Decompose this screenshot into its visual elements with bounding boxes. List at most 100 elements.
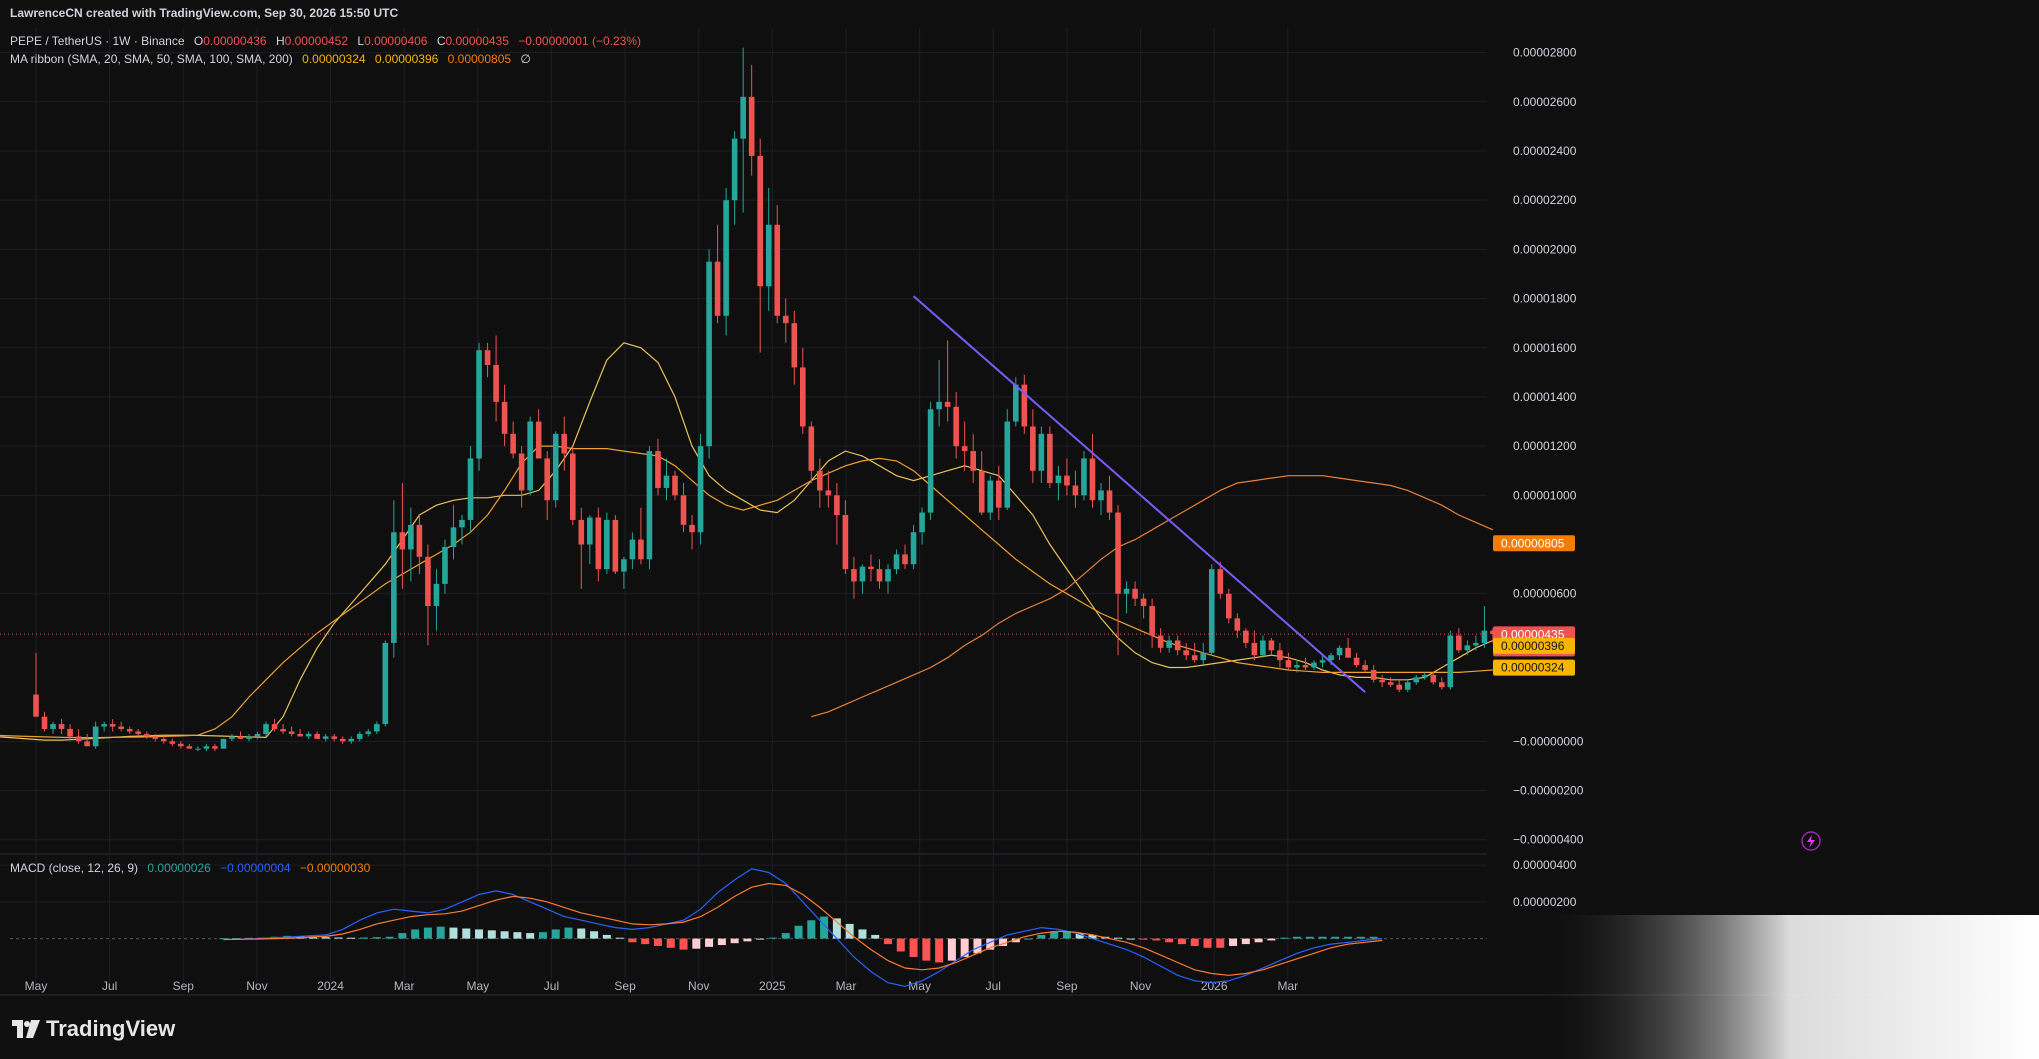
macd-histogram-bar [602,934,611,939]
candle-body [1285,660,1292,668]
macd-histogram-bar [372,937,381,939]
macd-histogram-bar [743,938,752,942]
candle-body [1404,682,1411,690]
price-label-tag [1493,659,1575,676]
candle-body [1098,490,1104,501]
macd-histogram-bar [615,937,624,939]
tradingview-logo-icon [12,1020,40,1038]
candle-body [893,554,900,570]
candle-body [126,729,133,732]
candle-body [101,724,107,727]
candle-body [552,433,559,501]
candle-body [109,724,116,727]
macd-histogram-bar [1165,938,1174,943]
candle-body [953,406,959,447]
macd-histogram-bar [768,937,777,939]
candle-body [1336,647,1343,656]
candle-body [638,539,644,560]
macd-histogram-bar [781,933,790,939]
x-tick-label: Nov [246,979,267,993]
macd-value-2: −0.00000004 [220,861,291,875]
candle-body [1277,650,1283,661]
candle-body [408,524,414,550]
candle-body [356,733,363,739]
ohlc-open: 0.00000436 [203,34,267,48]
ma-value-3: 0.00000805 [447,52,512,66]
candle-body [859,566,866,582]
macd-histogram-bar [321,937,330,939]
macd-y-tick-label: 0.00000400 [1513,858,1577,872]
macd-histogram-bar [360,937,369,939]
candle-body [706,261,712,447]
ma-ribbon-legend[interactable]: MA ribbon (SMA, 20, SMA, 50, SMA, 100, S… [10,52,531,66]
candle-body [578,519,585,545]
macd-histogram-bar [500,931,509,939]
macd-histogram-bar [1267,938,1276,941]
candle-body [1396,684,1402,690]
macd-histogram-bar [909,938,918,957]
candle-body [1081,458,1087,496]
symbol-name[interactable]: PEPE / TetherUS · 1W · Binance [10,34,185,48]
candle-body [544,458,550,501]
macd-histogram-bar [717,938,726,946]
x-tick-label: Nov [1130,979,1151,993]
macd-histogram-bar [526,933,535,939]
candle-body [944,401,951,407]
y-tick-label: 0.00002600 [1513,95,1577,109]
price-label-text: 0.00000435 [1501,627,1565,641]
candle-body [697,446,704,533]
macd-histogram-bar [1254,938,1263,943]
macd-histogram-bar [1075,933,1084,939]
macd-histogram-bar [999,938,1008,946]
candle-body [1064,475,1070,486]
candle-body [1208,569,1215,653]
candle-body [774,224,781,316]
y-tick-label: 0.00001400 [1513,390,1577,404]
candle-body [178,743,184,747]
macd-histogram-bar [666,938,675,948]
candle-body [1294,665,1300,668]
candle-body [740,96,746,139]
candle-body [84,741,90,747]
macd-histogram-bar [1062,931,1071,939]
macd-histogram-bar [347,937,356,939]
candle-body [450,527,457,547]
macd-histogram-bar [832,918,841,939]
macd-histogram-bar [334,937,343,939]
macd-histogram-bar [436,926,445,939]
candle-body [825,490,832,496]
candle-body [501,401,508,434]
macd-histogram-bar [820,916,829,939]
candle-body [195,748,201,750]
y-tick-label: 0.00002000 [1513,242,1577,256]
y-tick-label: −0.00000200 [1513,784,1584,798]
candle-body [1490,630,1496,635]
x-tick-label: Jul [544,979,559,993]
macd-histogram-bar [487,930,496,939]
macd-histogram-bar [653,938,662,946]
macd-histogram-bar [756,938,765,940]
x-tick-label: Sep [614,979,636,993]
tradingview-logo[interactable]: TradingView [12,1016,175,1042]
candle-body [442,546,448,584]
macd-histogram-bar [1011,938,1020,943]
candle-body [382,642,389,725]
macd-label[interactable]: MACD (close, 12, 26, 9) [10,861,139,875]
candle-body [970,451,976,471]
y-tick-label: 0.00001600 [1513,341,1577,355]
macd-value-1: 0.00000026 [147,861,211,875]
macd-histogram-bar [884,938,892,945]
macd-histogram-bar [1331,936,1340,939]
macd-histogram-bar [858,929,867,939]
candle-body [1302,665,1309,668]
x-tick-label: Nov [688,979,709,993]
x-tick-label: May [908,979,931,993]
candle-body [1481,630,1488,643]
candle-body [927,409,934,513]
macd-legend[interactable]: MACD (close, 12, 26, 9) 0.00000026 −0.00… [10,861,370,875]
macd-histogram-bar [1318,936,1327,939]
ma-ribbon-label[interactable]: MA ribbon (SMA, 20, SMA, 50, SMA, 100, S… [10,52,293,66]
symbol-legend[interactable]: PEPE / TetherUS · 1W · Binance O0.000004… [10,34,641,48]
